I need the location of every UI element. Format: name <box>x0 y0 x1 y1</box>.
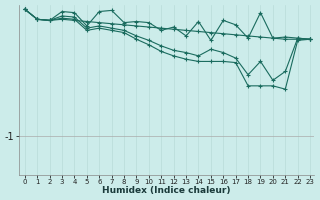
X-axis label: Humidex (Indice chaleur): Humidex (Indice chaleur) <box>102 186 230 195</box>
